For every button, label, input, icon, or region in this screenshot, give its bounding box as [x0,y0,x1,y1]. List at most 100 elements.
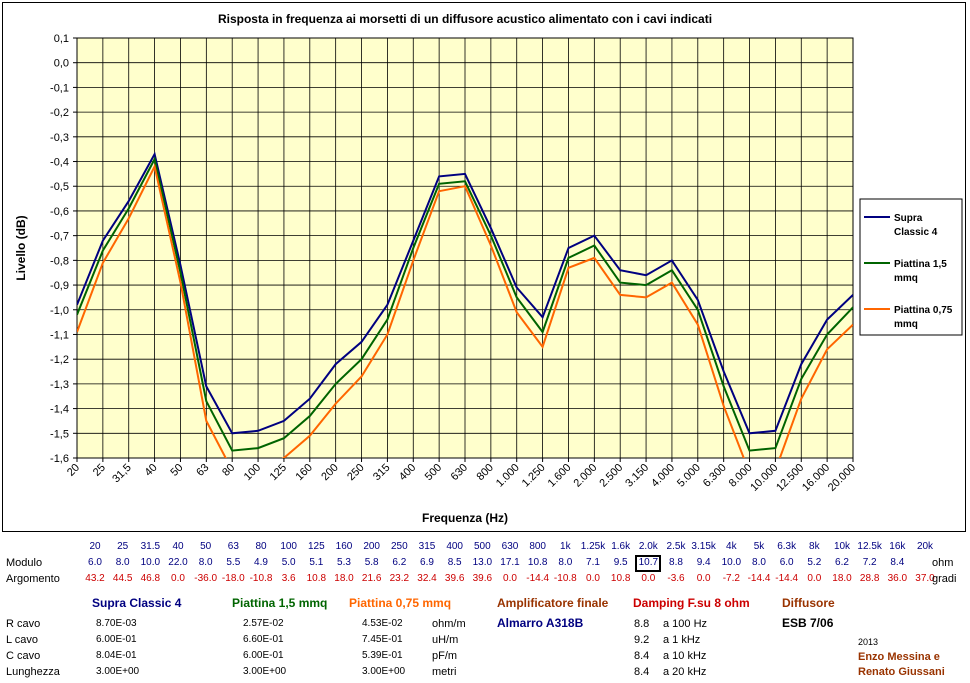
argomento-value: -7.2 [722,573,740,584]
chart-title: Risposta in frequenza ai morsetti di un … [218,12,712,26]
frequency-response-chart: 0,1 0,0 -0,1 -0,2 -0,3 -0,4 -0,5 -0,6 -0,7 -0,8 -0… [14,12,963,525]
damping-freq: a 20 kHz [663,666,707,678]
cable-row-label: L cavo [6,634,39,646]
argomento-value: 0.0 [807,573,822,584]
header-damping: Damping F.su 8 ohm [633,596,750,610]
freq-header: 31.5 [140,541,161,552]
argomento-value: 21.6 [361,573,382,584]
credits-year: 2013 [858,637,879,647]
freq-header: 12.5k [857,541,882,552]
x-tick-label: 1.250 [520,462,548,490]
argomento-value: 32.4 [417,573,437,584]
supra-value: 6.00E-01 [96,634,137,645]
argomento-row-label: Argomento [6,573,60,585]
freq-header: 4k [726,541,737,552]
argomento-value: 0.0 [696,573,711,584]
argomento-value: 18.0 [832,573,852,584]
cable-row-label: C cavo [6,650,41,662]
y-tick-label: -0,1 [50,82,69,94]
p15-value: 2.57E-02 [243,618,284,629]
freq-header: 400 [446,541,463,552]
x-tick-label: 50 [168,462,185,479]
freq-header: 10k [833,541,851,552]
x-tick-label: 4.000 [649,462,677,490]
modulo-value: 4.9 [254,557,268,568]
y-tick-label: -0,9 [50,280,69,292]
argomento-value: 23.2 [389,573,410,584]
x-tick-label: 6.300 [701,462,729,490]
freq-header: 315 [418,541,436,552]
p15-value: 3.00E+00 [243,666,287,677]
modulo-value: 22.0 [168,557,188,568]
p075-value: 7.45E-01 [362,634,403,645]
y-tick-label: -0,7 [50,231,69,243]
x-tick-label: 500 [423,462,444,483]
legend-box [859,198,963,336]
freq-header: 800 [529,541,546,552]
x-tick-label: 25 [91,462,108,479]
argomento-value: -3.6 [667,573,685,584]
argomento-value: 3.6 [281,573,296,584]
damping-value: 9.2 [634,634,650,646]
y-tick-label: -0,2 [50,107,69,119]
series-line-1 [77,156,853,452]
y-tick-label: -1,4 [50,404,69,416]
x-tick-label: 3.150 [623,462,651,490]
y-tick-label: -1,0 [50,305,69,317]
cable-unit: pF/m [432,650,458,662]
cable-unit: ohm/m [432,618,466,630]
modulo-value: 13.0 [472,557,493,568]
argomento-value: 0.0 [641,573,656,584]
x-tick-label: 80 [220,462,237,479]
freq-header: 63 [227,541,239,552]
freq-header: 80 [255,541,267,552]
unit-gradi: gradi [932,573,957,585]
argomento-value: -36.0 [194,573,218,584]
freq-header: 250 [390,541,408,552]
freq-header: 630 [501,541,519,552]
series-line-2 [77,163,853,458]
selected-cell[interactable] [635,555,662,572]
legend-label: mmq [894,273,918,284]
modulo-value: 8.8 [669,557,683,568]
freq-header: 16k [889,541,906,552]
y-tick-label: -0,4 [50,157,69,169]
cable-row-label: R cavo [6,618,41,630]
supra-value: 3.00E+00 [96,666,140,677]
y-axis-label: Livello (dB) [14,215,28,280]
modulo-row-label: Modulo [6,557,43,569]
p075-value: 4.53E-02 [362,618,403,629]
modulo-value: 6.2 [835,557,849,568]
x-tick-label: 800 [475,462,496,483]
credits-line1: Enzo Messina e [858,651,940,663]
modulo-value: 6.2 [392,557,407,568]
damping-freq: a 10 kHz [663,650,707,662]
argomento-value: -18.0 [221,573,245,584]
header-amplifier: Amplificatore finale [497,596,609,610]
supra-value: 8.04E-01 [96,650,137,661]
legend-label: Piattina 0,75 [894,305,953,316]
modulo-value: 10.8 [527,557,548,568]
modulo-value: 7.2 [862,557,877,568]
series-line-0 [77,151,853,435]
cable-row-label: Lunghezza [6,666,60,678]
x-tick-label: 2.500 [597,462,625,490]
freq-header: 200 [363,541,380,552]
x-tick-label: 315 [371,462,392,483]
chart-frame: 0,1 0,0 -0,1 -0,2 -0,3 -0,4 -0,5 -0,6 -0,7 -0,8 -0… [2,2,966,532]
y-tick-label: -0,8 [50,255,69,267]
modulo-value: 8.4 [890,557,905,568]
freq-header: 1.6k [611,541,631,552]
p075-value: 5.39E-01 [362,650,403,661]
argomento-value: 43.2 [85,573,105,584]
modulo-value: 8.0 [752,557,766,568]
p075-value: 3.00E+00 [362,666,406,677]
x-tick-label: 160 [293,462,314,483]
cable-unit: uH/m [432,634,459,646]
header-piattina-15: Piattina 1,5 mmq [232,596,328,610]
x-tick-label: 1.000 [494,462,522,490]
legend-label: Supra [894,213,923,224]
header-piattina-075: Piattina 0,75 mmq [349,596,452,610]
y-tick-label: -0,6 [50,206,69,218]
x-tick-label: 100 [242,462,263,483]
